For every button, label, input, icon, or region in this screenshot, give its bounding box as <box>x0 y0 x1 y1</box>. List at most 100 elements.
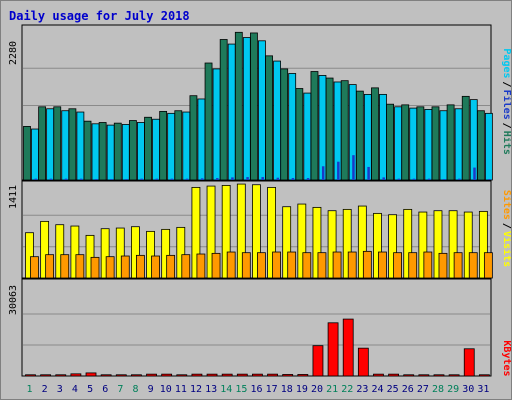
hits-bar-day-26 <box>401 104 410 181</box>
kbytes-bar-day-17 <box>267 373 278 377</box>
sites-bar-day-6 <box>105 256 115 279</box>
files-bar-day-2 <box>46 108 55 181</box>
x-tick-label-day-11: 11 <box>175 384 187 395</box>
files-bar-day-14 <box>227 43 236 181</box>
legend-hits-files-pages-0: Pages <box>501 48 511 78</box>
files-bar-day-28 <box>439 110 448 181</box>
visits-bar-day-4 <box>70 225 80 279</box>
pages-bar-day-31 <box>488 179 491 180</box>
kbytes-bar-day-4 <box>70 373 82 377</box>
files-bar-day-26 <box>409 107 418 181</box>
sites-bar-day-18 <box>287 251 297 279</box>
sites-bar-day-3 <box>60 254 70 279</box>
panel-visits-sites: 1411 Sites / Visits <box>8 180 511 279</box>
sites-bar-day-1 <box>30 256 39 279</box>
legend-visits-sites-0: Sites <box>501 190 511 220</box>
hits-bar-day-10 <box>159 110 168 181</box>
files-bar-day-17 <box>273 60 281 181</box>
visits-bar-day-10 <box>161 228 171 279</box>
x-tick-label-day-21: 21 <box>326 384 338 395</box>
visits-bar-day-27 <box>418 211 428 279</box>
files-bar-day-20 <box>318 75 327 181</box>
legend-hits-files-pages-1: / <box>501 81 511 87</box>
visits-bar-day-26 <box>403 208 413 279</box>
visits-bar-day-7 <box>115 227 125 279</box>
kbytes-bar-day-5 <box>85 372 97 377</box>
x-tick-label-day-27: 27 <box>417 384 429 395</box>
visits-bar-day-11 <box>176 226 186 279</box>
hits-bar-day-22 <box>340 80 349 181</box>
visits-bar-day-20 <box>312 206 322 279</box>
sites-bar-day-30 <box>468 252 478 279</box>
visits-bar-day-16 <box>252 184 261 279</box>
sites-bar-day-10 <box>166 254 176 279</box>
pages-bar-day-28 <box>442 179 446 180</box>
pages-bar-day-13 <box>216 178 219 180</box>
sites-bar-day-19 <box>302 252 312 279</box>
kbytes-bar-day-3 <box>55 374 67 377</box>
kbytes-bar-day-11 <box>176 374 188 377</box>
kbytes-bar-day-13 <box>206 373 218 377</box>
x-tick-label-day-15: 15 <box>235 384 247 395</box>
sites-bar-day-27 <box>423 251 433 279</box>
pages-bar-day-7 <box>125 179 128 180</box>
sites-bar-day-21 <box>332 251 342 279</box>
pages-bar-day-12 <box>200 178 204 180</box>
sites-bar-day-29 <box>453 252 463 279</box>
files-bar-day-29 <box>454 108 463 181</box>
kbytes-bar-day-6 <box>100 374 112 377</box>
kbytes-bar-day-25 <box>388 373 399 377</box>
files-bar-day-7 <box>121 124 130 181</box>
kbytes-bar-day-16 <box>252 373 263 377</box>
sites-bar-day-9 <box>151 255 160 279</box>
sites-bar-day-26 <box>408 252 418 279</box>
x-tick-label-day-13: 13 <box>205 384 217 395</box>
files-bar-day-8 <box>137 122 145 181</box>
pages-bar-day-23 <box>367 166 370 180</box>
sites-bar-day-28 <box>438 252 448 279</box>
pages-bar-day-14 <box>231 177 234 180</box>
pages-bar-day-26 <box>412 178 416 180</box>
hits-bar-day-19 <box>295 88 304 181</box>
panel-kbytes: 30063 KBytes <box>8 278 511 377</box>
sites-bar-day-14 <box>226 251 236 279</box>
visits-bar-day-18 <box>282 206 292 279</box>
visits-bar-day-19 <box>297 203 307 279</box>
visits-bar-day-1 <box>25 232 34 279</box>
x-tick-label-day-1: 1 <box>27 384 33 395</box>
files-bar-day-4 <box>76 111 85 181</box>
kbytes-bar-day-31 <box>478 374 490 377</box>
visits-bar-day-28 <box>433 210 443 279</box>
pages-bar-day-11 <box>185 178 189 180</box>
pages-bar-day-9 <box>155 178 159 180</box>
x-tick-label-day-18: 18 <box>281 384 293 395</box>
pages-bar-day-20 <box>321 166 325 180</box>
hits-bar-day-9 <box>144 116 152 181</box>
files-bar-day-6 <box>106 124 115 181</box>
legend-hits-files-pages-2: Files <box>501 90 511 120</box>
visits-bar-day-12 <box>191 186 201 279</box>
pages-bar-day-2 <box>49 178 53 180</box>
files-bar-day-10 <box>167 112 176 181</box>
visits-bar-day-31 <box>478 210 488 279</box>
hits-bar-day-23 <box>355 90 364 181</box>
kbytes-bar-day-10 <box>161 373 173 377</box>
visits-bar-day-22 <box>342 208 352 279</box>
files-bar-day-3 <box>61 110 70 181</box>
x-tick-label-day-10: 10 <box>160 384 172 395</box>
legend-visits-sites-2: Visits <box>501 231 511 267</box>
sites-bar-day-8 <box>136 254 145 279</box>
hits-bar-day-11 <box>174 110 183 181</box>
hits-bar-day-14 <box>219 39 228 181</box>
pages-bar-day-30 <box>473 167 476 180</box>
pages-bar-day-3 <box>64 178 68 180</box>
pages-bar-day-18 <box>291 178 295 180</box>
hits-bar-day-12 <box>189 95 198 181</box>
hits-bar-day-27 <box>416 106 425 181</box>
kbytes-bar-day-2 <box>40 374 52 377</box>
hits-bar-day-13 <box>204 62 213 181</box>
sites-bar-day-31 <box>483 252 493 279</box>
visits-bar-day-8 <box>131 226 140 279</box>
hits-bar-day-30 <box>461 95 470 181</box>
